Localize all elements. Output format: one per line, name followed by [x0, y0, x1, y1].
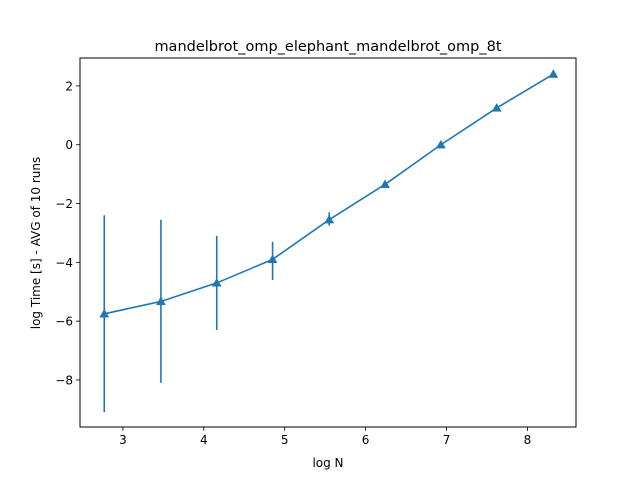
plot-frame	[79, 57, 577, 428]
data-point-marker	[435, 139, 446, 149]
data-point-marker	[548, 69, 559, 78]
x-tick-label: 7	[443, 433, 451, 447]
y-tick-label: −4	[55, 256, 73, 270]
x-axis: 3 4 5 6 7 8	[119, 427, 531, 447]
x-axis-label: log N	[312, 456, 343, 470]
data-point-marker	[380, 179, 390, 189]
y-tick-label: −6	[55, 315, 73, 329]
x-tick-label: 8	[524, 433, 532, 447]
x-tick-label: 5	[281, 433, 289, 447]
data-point-marker	[155, 296, 166, 306]
x-tick-label: 4	[200, 433, 208, 447]
data-point-marker	[211, 277, 222, 287]
data-point-marker	[99, 308, 110, 318]
y-tick-label: −8	[55, 373, 73, 387]
y-tick-label: 0	[65, 138, 73, 152]
plot-area	[99, 69, 559, 413]
y-axis: −8 −6 −4 −2 0 2	[55, 79, 80, 387]
y-tick-label: 2	[65, 79, 73, 93]
y-tick-label: −2	[55, 197, 73, 211]
data-point-marker	[324, 214, 335, 224]
data-point-marker	[491, 102, 502, 112]
chart-title: mandelbrot_omp_elephant_mandelbrot_omp_8…	[154, 39, 501, 55]
x-tick-label: 3	[119, 433, 127, 447]
y-axis-label: log Time [s] - AVG of 10 runs	[29, 157, 43, 330]
x-tick-label: 6	[362, 433, 370, 447]
data-point-marker	[267, 254, 278, 264]
